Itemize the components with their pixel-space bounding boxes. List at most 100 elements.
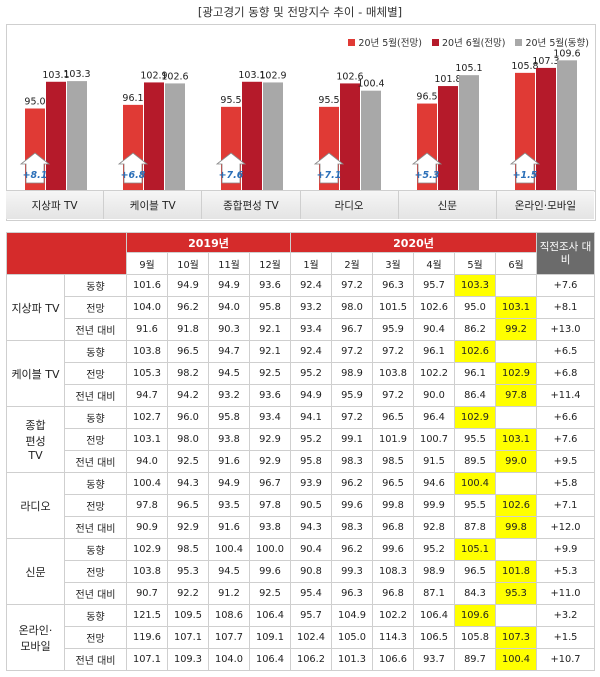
data-label: 96.5 xyxy=(416,92,437,103)
page-title: [광고경기 동향 및 전망지수 추이 - 매체별] xyxy=(197,5,403,19)
table-row: 전년 대비 90.9 92.9 91.6 93.8 94.3 98.3 96.8 92.8 87.… xyxy=(7,516,596,539)
diff-cell: +8.1 xyxy=(536,296,596,319)
header-row: 9월 10월 11월 12월 1월 2월 3월 4월 5월 6월 xyxy=(7,252,595,275)
group-label: 케이블 TV xyxy=(6,340,65,407)
value-cell: 93.5 xyxy=(208,494,250,517)
value-cell: 94.7 xyxy=(208,340,250,363)
value-cell: 99.9 xyxy=(413,494,455,517)
group-label: 종합 편성 TV xyxy=(6,406,65,473)
month-header: 1월 xyxy=(290,252,332,275)
value-cell: 95.2 xyxy=(413,538,455,561)
value-cell: 95.3 xyxy=(494,582,538,605)
row-label: 전년 대비 xyxy=(64,384,127,407)
value-cell: 89.7 xyxy=(454,648,496,671)
table-row: 전망 105.3 98.2 94.5 92.5 95.2 98.9 103.8 102.2 96.… xyxy=(7,362,596,385)
value-cell: 102.4 xyxy=(290,626,332,649)
diff-cell: +5.3 xyxy=(536,560,596,583)
value-cell: 106.4 xyxy=(413,604,455,627)
value-cell: 96.5 xyxy=(454,560,496,583)
value-cell: 95.8 xyxy=(290,450,332,473)
value-cell: 90.4 xyxy=(413,318,455,341)
value-cell: 99.3 xyxy=(331,560,373,583)
value-cell: 86.4 xyxy=(454,384,496,407)
value-cell: 95.2 xyxy=(290,362,332,385)
table-row: 전년 대비 94.0 92.5 91.6 92.9 95.8 98.3 98.5 91.5 89.… xyxy=(7,450,596,473)
value-cell: 97.8 xyxy=(126,494,168,517)
value-cell: 94.9 xyxy=(167,274,209,297)
value-cell: 95.9 xyxy=(331,384,373,407)
value-cell: 92.1 xyxy=(249,340,291,363)
bar xyxy=(144,82,164,191)
value-cell: 94.2 xyxy=(167,384,209,407)
diff-cell: +7.6 xyxy=(536,428,596,451)
value-cell: 95.8 xyxy=(249,296,291,319)
bar xyxy=(165,83,185,191)
value-cell: 103.3 xyxy=(454,274,496,297)
value-cell: 95.7 xyxy=(290,604,332,627)
value-cell: 92.9 xyxy=(249,450,291,473)
data-label: 109.6 xyxy=(553,48,580,59)
category-label: 종합편성 TV xyxy=(202,191,301,219)
value-cell: 103.1 xyxy=(494,296,538,319)
value-cell: 103.8 xyxy=(372,362,414,385)
table-row: 전년 대비 107.1 109.3 104.0 106.4 106.2 101.3 106.6… xyxy=(7,648,596,671)
row-label: 전년 대비 xyxy=(64,318,127,341)
value-cell: 97.8 xyxy=(494,384,538,407)
row-label: 전년 대비 xyxy=(64,648,127,671)
value-cell: 90.7 xyxy=(126,582,168,605)
value-cell: 95.2 xyxy=(290,428,332,451)
value-cell: 95.4 xyxy=(290,582,332,605)
month-header: 9월 xyxy=(126,252,168,275)
table-row: 지상파 TV 동향 101.6 94.9 94.9 93.6 92.4 97.2 96.3 95.… xyxy=(6,274,596,341)
value-cell: 107.1 xyxy=(167,626,209,649)
value-cell: 95.8 xyxy=(208,406,250,429)
value-cell: 119.6 xyxy=(126,626,168,649)
value-cell: 99.2 xyxy=(494,318,538,341)
value-cell: 107.1 xyxy=(126,648,168,671)
diff-cell: +6.5 xyxy=(536,340,596,363)
value-cell: 95.5 xyxy=(454,494,496,517)
value-cell: 98.2 xyxy=(167,362,209,385)
value-cell: 90.3 xyxy=(208,318,250,341)
change-arrow xyxy=(313,152,345,184)
value-cell: 100.7 xyxy=(413,428,455,451)
data-label: 102.6 xyxy=(161,71,188,82)
value-cell: 92.2 xyxy=(167,582,209,605)
value-cell: 94.3 xyxy=(167,472,209,495)
value-cell: 99.1 xyxy=(331,428,373,451)
diff-cell: +9.9 xyxy=(536,538,596,561)
corner-cell xyxy=(6,232,127,275)
year-header: 2020년 xyxy=(289,232,538,253)
data-label: 95.5 xyxy=(220,95,241,106)
value-cell: 96.0 xyxy=(167,406,209,429)
value-cell: 97.2 xyxy=(331,340,373,363)
value-cell: 99.6 xyxy=(331,494,373,517)
data-label: 95.0 xyxy=(24,97,45,108)
value-cell: 94.6 xyxy=(413,472,455,495)
group-label: 지상파 TV xyxy=(6,274,65,341)
legend-label: 20년 5월(동향) xyxy=(525,38,589,49)
value-cell: 107.3 xyxy=(494,626,538,649)
legend-swatch xyxy=(515,38,523,46)
value-cell: 96.8 xyxy=(372,582,414,605)
value-cell: 93.4 xyxy=(290,318,332,341)
value-cell: 100.4 xyxy=(126,472,168,495)
value-cell: 101.3 xyxy=(331,648,373,671)
value-cell: 121.5 xyxy=(126,604,168,627)
value-cell: 86.2 xyxy=(454,318,496,341)
value-cell: 94.7 xyxy=(126,384,168,407)
value-cell: 96.7 xyxy=(249,472,291,495)
table-row: 전망 97.8 96.5 93.5 97.8 90.5 99.6 99.8 99.9 95.5 10… xyxy=(7,494,596,517)
legend-label: 20년 6월(전망) xyxy=(441,38,506,49)
value-cell: 91.5 xyxy=(413,450,455,473)
month-header: 12월 xyxy=(249,252,291,275)
diff-cell: +11.4 xyxy=(536,384,596,407)
value-cell: 96.5 xyxy=(372,406,414,429)
diff-cell: +6.8 xyxy=(536,362,596,385)
legend-item: 20년 5월(동향) xyxy=(515,35,589,49)
value-cell: 102.9 xyxy=(494,362,538,385)
year-header: 2019년 xyxy=(126,232,291,253)
value-cell: 97.8 xyxy=(249,494,291,517)
value-cell: 96.2 xyxy=(167,296,209,319)
month-header: 2월 xyxy=(331,252,373,275)
